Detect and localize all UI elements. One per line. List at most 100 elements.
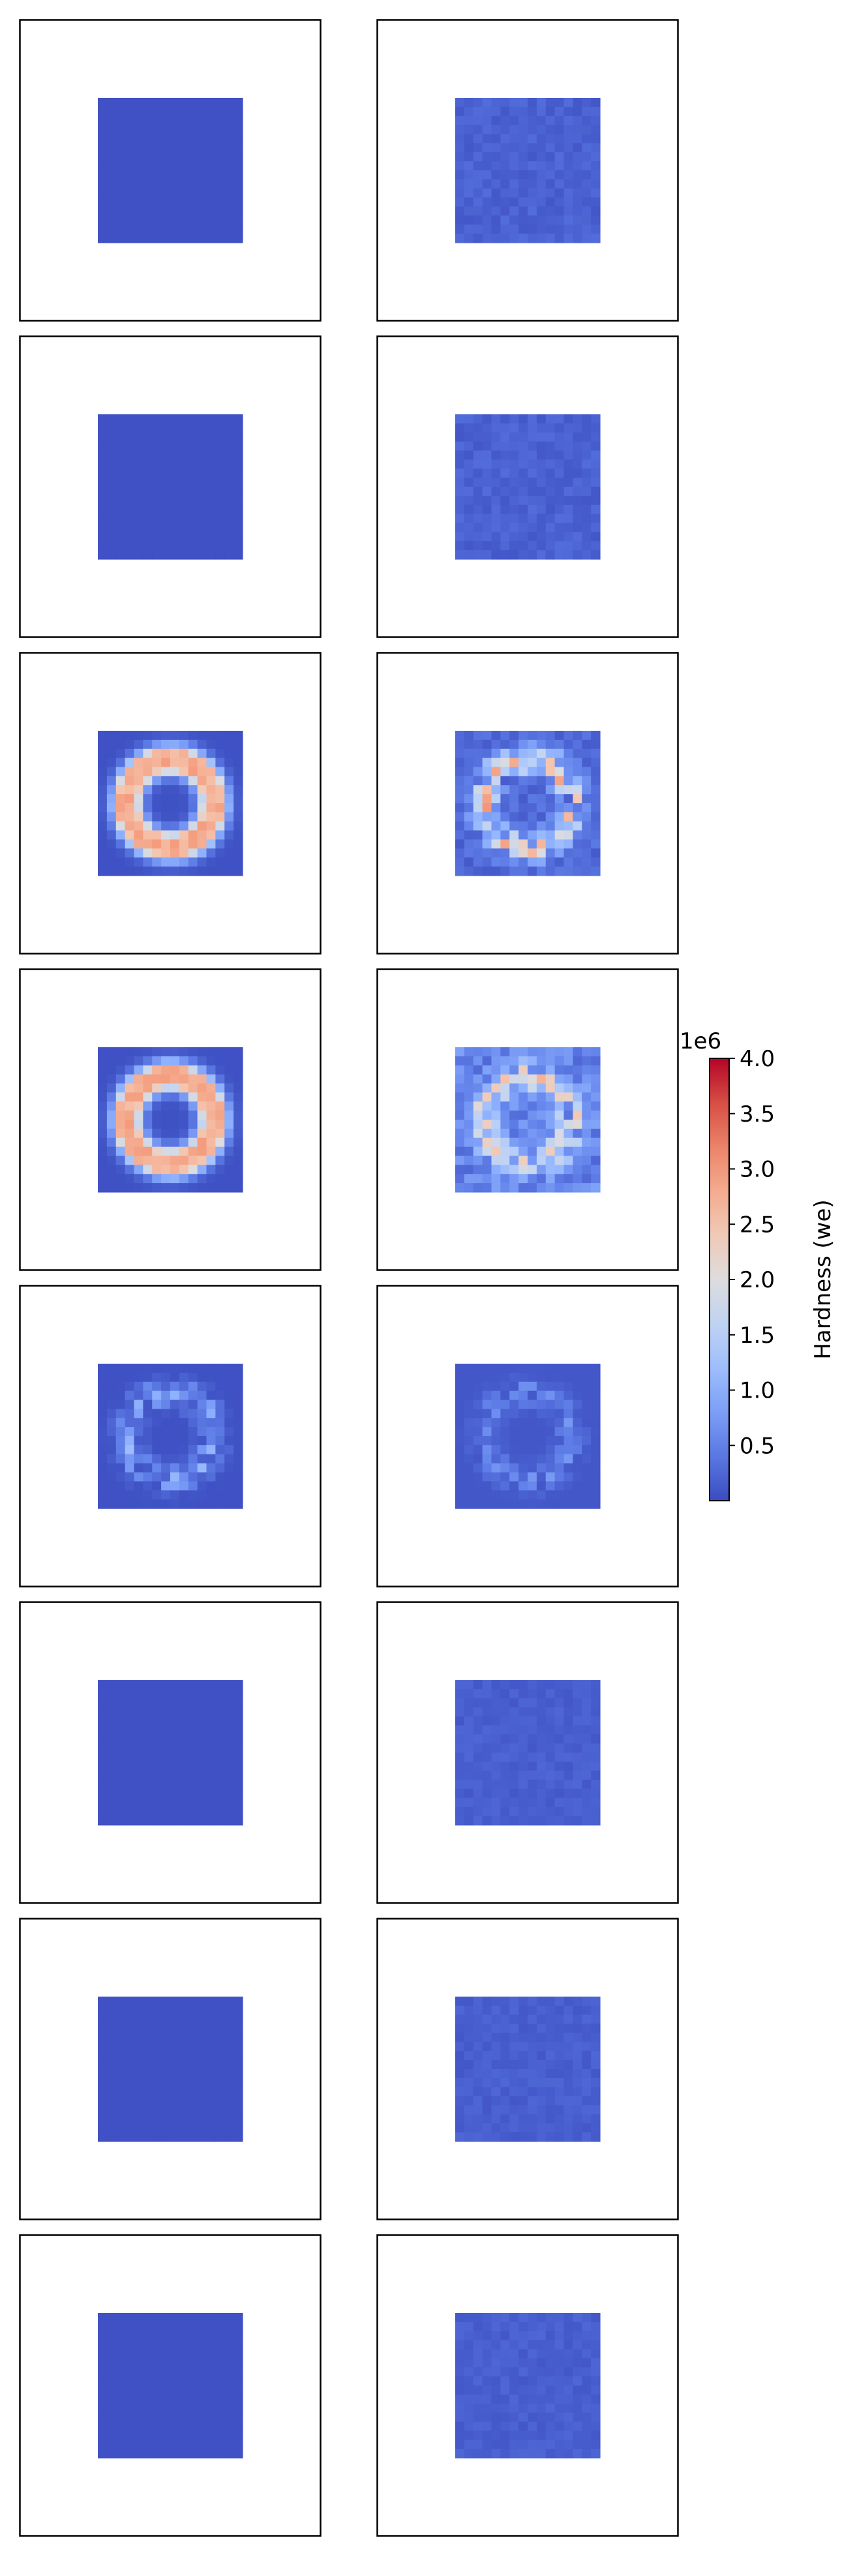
heatmap-cell [206, 2132, 216, 2142]
heatmap-cell [179, 2123, 189, 2133]
heatmap-cell [215, 532, 225, 542]
heatmap-cell [134, 2132, 143, 2142]
heatmap-cell [554, 2105, 565, 2115]
heatmap-cell [582, 143, 592, 153]
heatmap-cell [125, 468, 135, 478]
heatmap-cell [573, 2023, 582, 2034]
heatmap-cell [179, 1128, 189, 1139]
heatmap-cell [98, 748, 108, 759]
heatmap-cell [554, 2042, 565, 2051]
heatmap-cell [518, 2105, 528, 2115]
heatmap-cell [233, 1472, 243, 1482]
heatmap-cell [197, 468, 207, 478]
heatmap-cell [473, 432, 483, 442]
heatmap-cell [482, 206, 492, 216]
heatmap-cell [509, 1418, 519, 1428]
heatmap-cell [482, 1779, 492, 1790]
panel-grid [19, 19, 679, 2537]
heatmap-cell [509, 866, 519, 876]
heatmap-cell [188, 1047, 198, 1057]
heatmap-cell [233, 776, 243, 786]
heatmap-cell [573, 739, 582, 750]
heatmap-cell [170, 432, 180, 442]
heatmap-cell [473, 1372, 483, 1383]
heatmap-cell [233, 739, 243, 750]
heatmap-cell [106, 1390, 117, 1401]
heatmap-cell [491, 812, 501, 822]
heatmap-cell [545, 487, 556, 497]
heatmap-cell [582, 748, 592, 759]
heatmap-cell [233, 1761, 243, 1771]
heatmap-cell [125, 2032, 135, 2042]
heatmap-cell [591, 1779, 601, 1790]
heatmap-cell [215, 541, 225, 551]
heatmap-cell [500, 106, 510, 117]
heatmap-cell [536, 432, 547, 442]
heatmap-cell [473, 1436, 483, 1446]
heatmap-cell [170, 1381, 180, 1392]
heatmap-cell [464, 1409, 474, 1418]
heatmap-cell [464, 1074, 474, 1084]
heatmap-cell [464, 1137, 474, 1148]
heatmap-cell [500, 1165, 510, 1174]
heatmap-cell [509, 1698, 519, 1708]
heatmap-cell [215, 2449, 225, 2459]
heatmap-cell [206, 1761, 216, 1771]
heatmap-cell [152, 523, 162, 532]
heatmap-cell [115, 215, 126, 225]
heatmap-cell [500, 514, 510, 524]
heatmap-cell [528, 1445, 537, 1455]
heatmap-cell [215, 821, 225, 831]
heatmap-cell [170, 143, 180, 153]
heatmap-cell [215, 2005, 225, 2016]
heatmap-cell [224, 179, 234, 189]
heatmap-cell [455, 1725, 465, 1735]
heatmap-cell [125, 1798, 135, 1807]
panel-frame [19, 1918, 322, 2220]
heatmap-cell [573, 441, 582, 452]
heatmap-cell [224, 170, 234, 180]
heatmap-cell [161, 848, 171, 858]
heatmap-cell [125, 1734, 135, 1744]
heatmap-cell [500, 1734, 510, 1744]
heatmap-cell [125, 2114, 135, 2124]
heatmap-cell [179, 1798, 189, 1807]
heatmap-cell [545, 514, 556, 524]
heatmap-cell [106, 143, 117, 153]
heatmap-cell [545, 459, 556, 469]
heatmap-cell [179, 2367, 189, 2377]
heatmap-cell [115, 767, 126, 776]
heatmap-cell [582, 2123, 592, 2133]
heatmap-cell [98, 2078, 108, 2088]
heatmap-cell [197, 1481, 207, 1491]
heatmap-cell [106, 224, 117, 234]
heatmap-cell [518, 803, 528, 813]
heatmap-cell [554, 1101, 565, 1111]
heatmap-cell [170, 2105, 180, 2115]
heatmap-cell [152, 857, 162, 867]
heatmap-cell [509, 143, 519, 153]
heatmap-cell [125, 1156, 135, 1165]
heatmap-cell [582, 866, 592, 876]
heatmap-cell [98, 1463, 108, 1473]
heatmap-cell [591, 1743, 601, 1753]
heatmap-cell [206, 2430, 216, 2440]
heatmap-cell [215, 1779, 225, 1790]
heatmap-cell [233, 2114, 243, 2124]
heatmap-cell [143, 2105, 153, 2115]
heatmap-cell [573, 1463, 582, 1473]
heatmap-cell [98, 1807, 108, 1817]
heatmap-cell [591, 1499, 601, 1509]
heatmap-cell [170, 1183, 180, 1193]
heatmap-cell [509, 550, 519, 560]
heatmap-cell [591, 188, 601, 198]
heatmap-cell [554, 1499, 565, 1509]
heatmap-cell [573, 2358, 582, 2368]
heatmap-cell [98, 478, 108, 487]
heatmap-cell [518, 2005, 528, 2016]
heatmap-cell [591, 532, 601, 542]
heatmap-cell [170, 1698, 180, 1708]
heatmap-cell [509, 1364, 519, 1373]
heatmap-cell [179, 758, 189, 768]
heatmap-cell [188, 2340, 198, 2350]
